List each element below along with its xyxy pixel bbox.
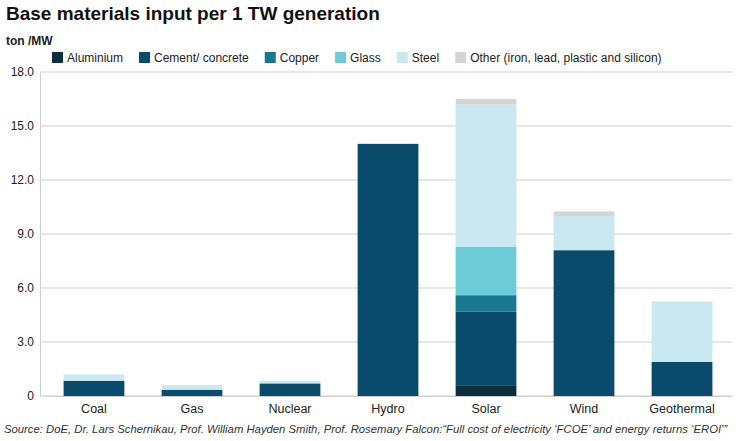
legend: Aluminium Cement/ concrete Copper Glass Stee… (52, 51, 662, 65)
grid-line (40, 72, 732, 73)
x-tick: Coal (81, 396, 107, 416)
bar-segment (456, 247, 517, 296)
bar-segment (358, 144, 419, 145)
y-tick-label: 6.0 (17, 281, 34, 295)
bar-segment (64, 381, 125, 396)
legend-label: Cement/ concrete (154, 51, 249, 65)
x-tick: Hydro (371, 396, 404, 416)
y-tick: 15.0 (11, 119, 40, 133)
y-tick: 0 (27, 389, 40, 403)
bar-segment (358, 144, 419, 396)
bar-segment (652, 301, 713, 302)
chart: Base materials input per 1 TW generation… (0, 0, 750, 441)
legend-label: Glass (350, 51, 381, 65)
y-axis: 0 3.0 6.0 9.0 12.0 15.0 18.0 (11, 65, 41, 403)
bar-segment (554, 216, 615, 250)
bar-segment (456, 295, 517, 311)
x-axis: Coal Gas Nuclear Hydro Solar Wind Geothermal (45, 396, 733, 416)
bar-segment (554, 250, 615, 396)
bar-segment (260, 381, 321, 384)
bar-segment (64, 374, 125, 375)
y-tick: 3.0 (17, 335, 40, 349)
grid-line (40, 126, 732, 127)
legend-label: Copper (280, 51, 319, 65)
x-tick-label: Solar (471, 402, 500, 416)
bar-segment (358, 144, 419, 145)
x-tick: Wind (570, 396, 599, 416)
y-tick: 18.0 (11, 65, 40, 79)
legend-label: Other (iron, lead, plastic and silicon) (470, 51, 661, 65)
bar-segment (358, 143, 419, 145)
x-tick-label: Coal (81, 402, 107, 416)
bar-segment (456, 99, 517, 104)
bar-segment (652, 302, 713, 362)
x-tick-label: Wind (570, 402, 599, 416)
bar-segment (260, 383, 321, 396)
source-note: Source: DoE, Dr. Lars Schernikau, Prof. … (4, 423, 729, 435)
legend-swatch (455, 52, 466, 63)
bar-segment (162, 385, 223, 386)
x-tick: Gas (181, 396, 204, 416)
bar-segment (456, 385, 517, 396)
bar-segment (456, 104, 517, 246)
y-tick: 9.0 (17, 227, 40, 241)
y-tick: 6.0 (17, 281, 40, 295)
bar-segment (554, 212, 615, 217)
bar-segment (162, 385, 223, 390)
bar-segment (456, 311, 517, 385)
x-tick: Solar (471, 396, 500, 416)
legend-swatch (397, 52, 408, 63)
bar-segment (162, 390, 223, 396)
y-tick-label: 3.0 (17, 335, 34, 349)
legend-swatch (265, 52, 276, 63)
x-tick-label: Hydro (371, 402, 404, 416)
y-axis-line (40, 73, 41, 397)
legend-label: Aluminium (67, 51, 123, 65)
y-tick-label: 18.0 (11, 65, 35, 79)
x-tick-label: Nuclear (268, 402, 311, 416)
y-tick-label: 0 (27, 389, 34, 403)
bar-segment (652, 362, 713, 396)
bar-segment (64, 374, 125, 380)
y-tick-label: 9.0 (17, 227, 34, 241)
grid (40, 72, 732, 396)
x-tick-label: Geothermal (649, 402, 714, 416)
x-tick-label: Gas (181, 402, 204, 416)
legend-swatch (335, 52, 346, 63)
legend-swatch (52, 52, 63, 63)
bars (64, 99, 713, 396)
title: Base materials input per 1 TW generation (6, 3, 380, 24)
bar-segment (260, 380, 321, 381)
y-tick-label: 12.0 (11, 173, 35, 187)
y-tick-label: 15.0 (11, 119, 35, 133)
legend-swatch (139, 52, 150, 63)
x-axis-line (45, 396, 733, 397)
legend-label: Steel (412, 51, 439, 65)
y-axis-title: ton /MW (6, 34, 53, 48)
bar-segment (358, 143, 419, 144)
x-tick: Nuclear (268, 396, 311, 416)
x-tick: Geothermal (649, 396, 714, 416)
y-tick: 12.0 (11, 173, 40, 187)
